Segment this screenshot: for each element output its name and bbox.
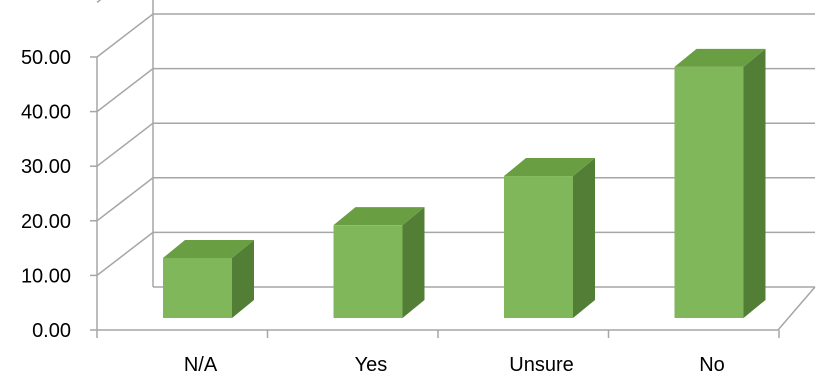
bar-front-face bbox=[504, 176, 573, 318]
y-tick-label: 40.00 bbox=[21, 102, 71, 124]
x-category-label: Unsure bbox=[509, 354, 573, 376]
bar-top-face bbox=[504, 158, 595, 177]
bar-front-face bbox=[333, 225, 403, 318]
bar-front-face bbox=[163, 257, 232, 318]
bar-front-face bbox=[674, 66, 744, 318]
x-category-label: N/A bbox=[184, 354, 218, 376]
bar bbox=[674, 48, 766, 319]
x-axis-category-labels: N/A Yes Unsure No bbox=[96, 330, 780, 376]
y-tick-label: 10.00 bbox=[21, 265, 71, 287]
bar bbox=[504, 158, 595, 318]
y-tick-label: 20.00 bbox=[21, 211, 71, 233]
bar-side-face bbox=[402, 207, 425, 318]
bar-top-face bbox=[163, 239, 254, 258]
y-axis-tick-labels: 0.00 10.00 20.00 30.00 40.00 50.00 bbox=[21, 47, 71, 342]
bar-side-face bbox=[743, 48, 766, 319]
gridline bbox=[96, 13, 815, 58]
gridline bbox=[96, 0, 102, 3]
bar-top-face bbox=[333, 207, 425, 226]
bar bbox=[163, 239, 254, 318]
bar-side-face bbox=[232, 239, 254, 318]
y-tick-label: 0.00 bbox=[32, 320, 71, 342]
gridline bbox=[96, 122, 815, 167]
bar-top-face bbox=[674, 48, 766, 67]
x-category-label: No bbox=[699, 354, 725, 376]
y-tick-label: 30.00 bbox=[21, 156, 71, 178]
x-category-label: Yes bbox=[355, 354, 388, 376]
bars bbox=[163, 48, 766, 319]
y-tick-label: 50.00 bbox=[21, 47, 71, 69]
gridline bbox=[96, 67, 815, 113]
bar bbox=[333, 207, 425, 318]
floor-right-edge bbox=[777, 286, 816, 331]
bar-side-face bbox=[573, 158, 595, 318]
